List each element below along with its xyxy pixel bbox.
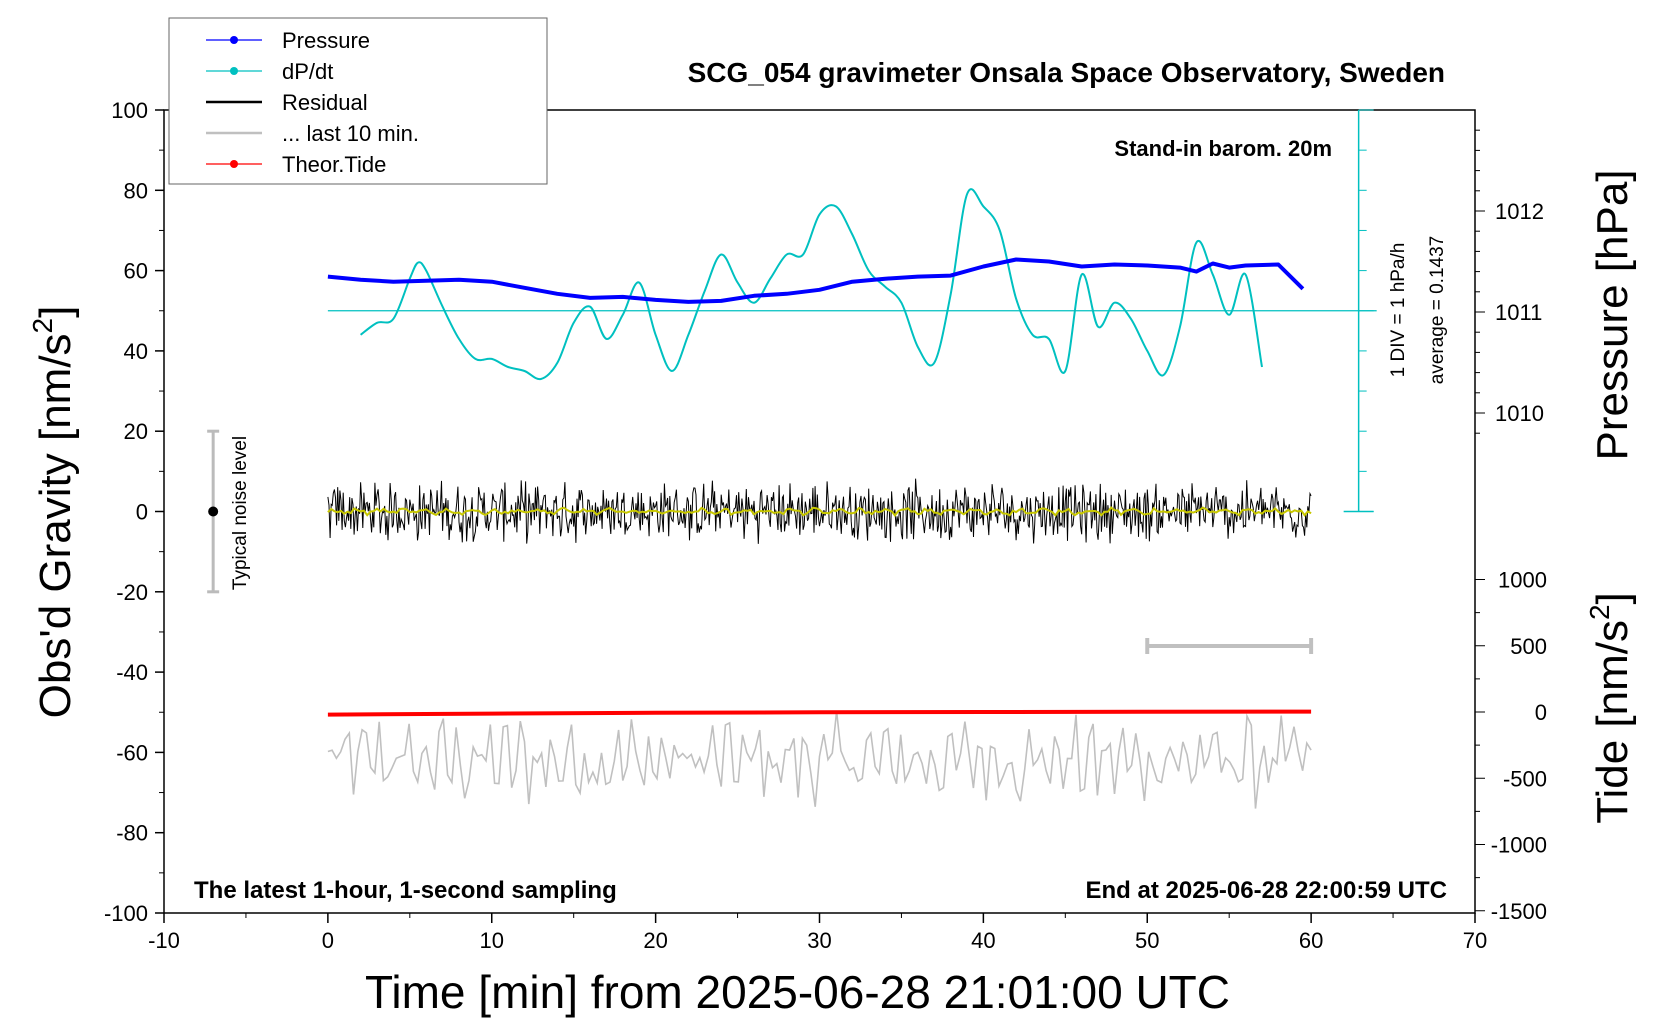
x-tick-label: 30 [807,928,831,953]
y-tick-label: 0 [136,500,148,525]
x-tick-label: 20 [643,928,667,953]
dpdt-series-line [360,188,1263,381]
tide-tick-label: -500 [1503,766,1547,791]
y-tick-label: -60 [116,740,148,765]
pressure-tick-label: 1011 [1495,300,1542,325]
y-axis-title-end: ] [31,306,80,318]
tide-tick-label: 500 [1510,634,1547,659]
pressure-tick-label: 1012 [1495,199,1544,224]
pressure-series-line [327,257,1305,304]
barometer-note: Stand-in barom. 20m [1114,136,1332,161]
y-tick-label: -20 [116,580,148,605]
x-tick-label: 60 [1299,928,1323,953]
residual-series-line [327,478,1312,544]
legend-label: Pressure [282,28,370,53]
y3-axis-title-end: ] [1588,592,1637,604]
legend-label: Theor.Tide [282,152,386,177]
x-tick-label: 10 [480,928,504,953]
x-tick-label: -10 [148,928,180,953]
legend-label: ... last 10 min. [282,121,419,146]
y2-axis-title: Pressure [hPa] [1588,169,1637,460]
tide-tick-label: 1000 [1498,568,1547,593]
average-note: average = 0.1437 [1427,236,1448,384]
y-axis-title-main: Obs'd Gravity [nm/s [31,333,80,718]
y-tick-label: 40 [124,339,148,364]
y-axis-title-sup: 2 [27,318,58,334]
y-tick-label: -100 [104,901,148,926]
y3-axis-title-sup: 2 [1584,604,1615,620]
chart-marks [207,188,1377,809]
tide-tick-label: -1000 [1491,833,1547,858]
y-axis-gravity: -100 -80 -60 -40 -20 0 20 40 60 80 100 [104,98,164,926]
x-axis: -10 0 10 20 30 40 50 60 70 [148,913,1487,953]
x-tick-label: 70 [1463,928,1487,953]
y3-axis-title-main: Tide [nm/s [1588,620,1637,824]
end-time-note: End at 2025-06-28 22:00:59 UTC [1086,877,1448,904]
y-tick-label: -80 [116,821,148,846]
x-tick-label: 50 [1135,928,1159,953]
x-axis-title: Time [min] from 2025-06-28 21:01:00 UTC [365,966,1230,1018]
pressure-tick-label: 1010 [1495,401,1544,426]
last10-series-line [327,711,1312,809]
tide-tick-label: -1500 [1491,899,1547,924]
x-tick-label: 0 [322,928,334,953]
y-tick-label: -40 [116,660,148,685]
tide-series-line [327,709,1312,717]
noise-center-dot [208,506,219,517]
y-tick-label: 20 [124,419,148,444]
y-axis-pressure: 1010 1011 1012 [1475,129,1544,434]
x-tick-label: 40 [971,928,995,953]
y3-axis-title: Tide [nm/s2] [1584,592,1637,824]
residual-smoothed-line [327,506,1312,518]
legend-marker [230,67,238,75]
noise-label: Typical noise level [230,436,251,590]
y-axis-tide: 1000 500 0 -500 -1000 -1500 [1475,568,1547,924]
y-tick-label: 60 [124,259,148,284]
y-axis-title: Obs'd Gravity [nm/s2] [27,306,80,719]
legend: Pressure dP/dt Residual ... last 10 min. The… [168,17,548,185]
scale-div-note: 1 DIV = 1 hPa/h [1388,243,1409,378]
y-tick-label: 80 [124,178,148,203]
legend-marker [230,160,238,168]
legend-label: dP/dt [282,59,333,84]
tide-tick-label: 0 [1535,700,1547,725]
chart-title: SCG_054 gravimeter Onsala Space Observat… [688,57,1445,88]
y-tick-label: 100 [111,98,148,123]
sampling-note: The latest 1-hour, 1-second sampling [194,877,617,904]
legend-marker [230,36,238,44]
legend-label: Residual [282,90,368,115]
